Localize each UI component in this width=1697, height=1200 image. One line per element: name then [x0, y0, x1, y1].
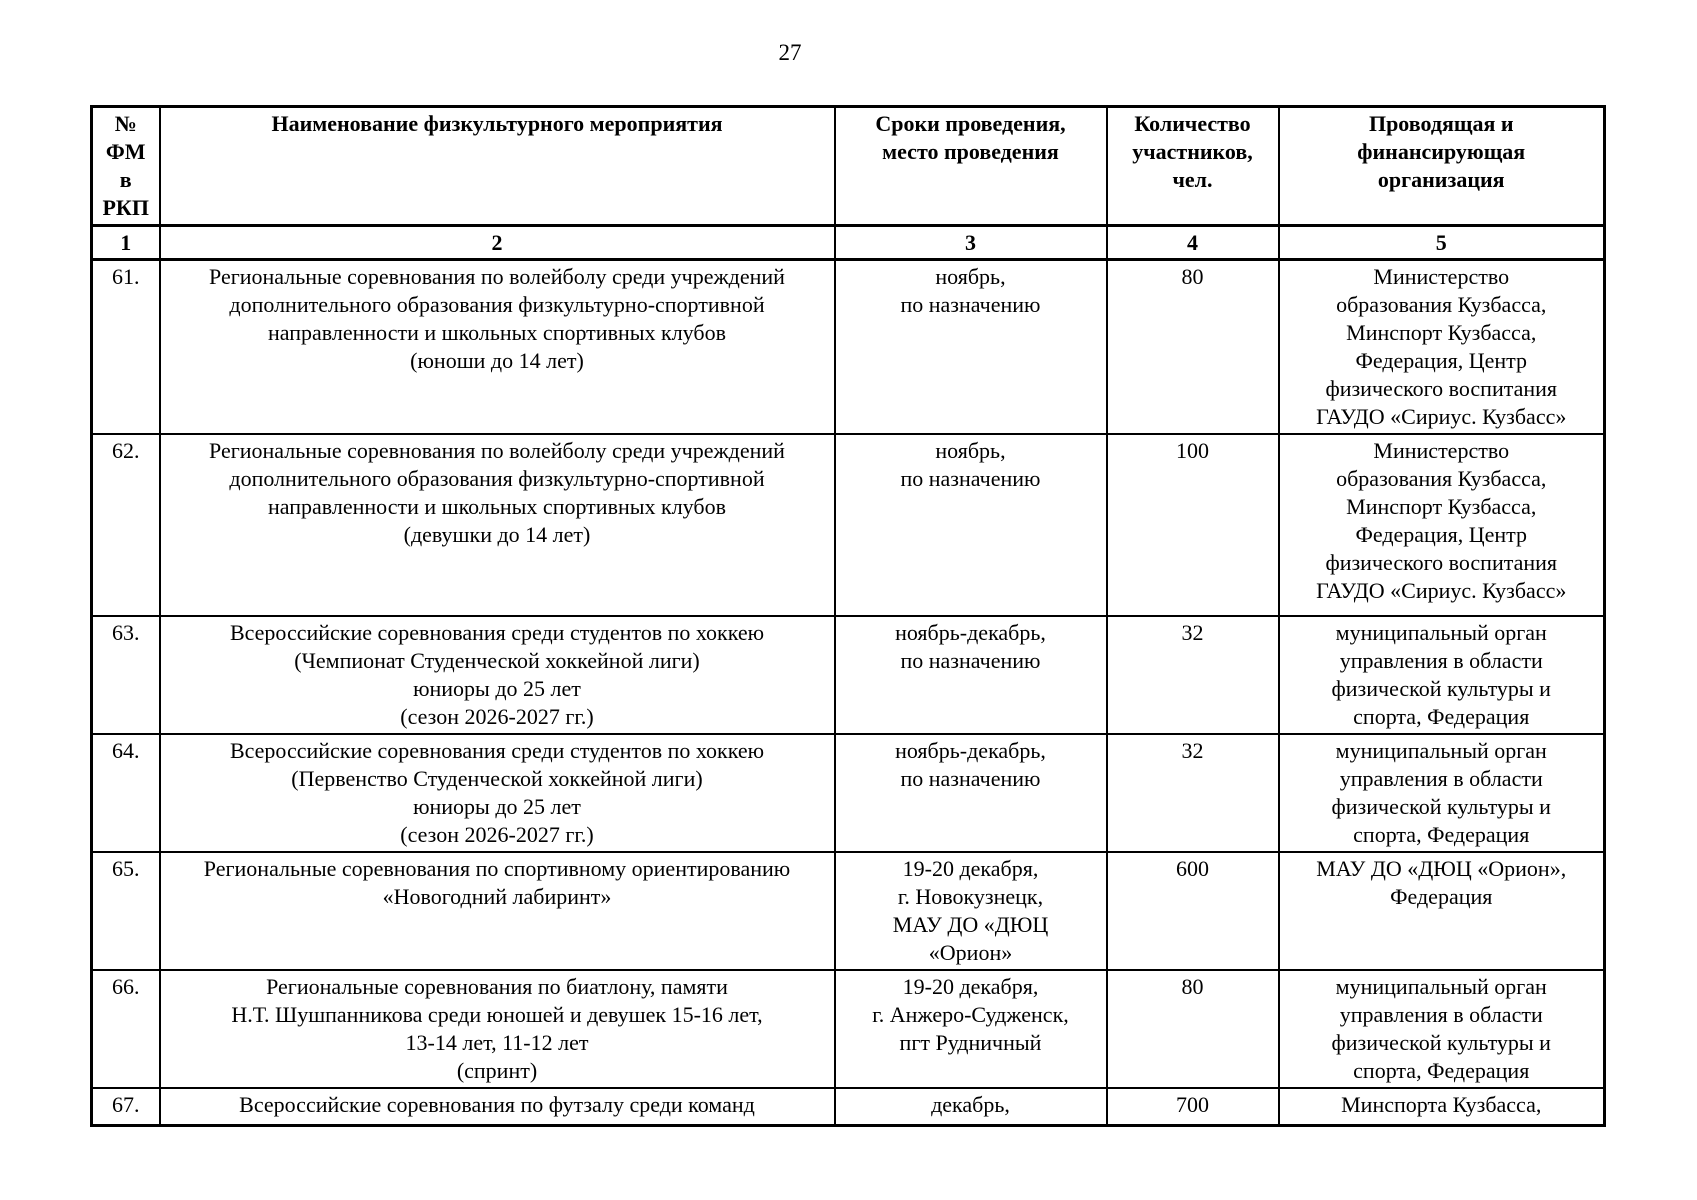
cell-organization: муниципальный орган управления в области… [1277, 615, 1606, 735]
cell-row-number: 66. [90, 969, 161, 1089]
cell-row-number: 63. [90, 615, 161, 735]
header-cell-date-place: Сроки проведения, место проведения [833, 105, 1108, 227]
cell-event-name: Всероссийские соревнования по футзалу ср… [158, 1087, 836, 1126]
cell-event-name: Всероссийские соревнования среди студент… [158, 733, 836, 853]
cell-participants: 80 [1105, 969, 1280, 1089]
table-row: 65. Региональные соревнования по спортив… [90, 851, 1606, 971]
cell-participants: 600 [1105, 851, 1280, 971]
column-number-4: 4 [1105, 224, 1280, 261]
cell-event-name: Региональные соревнования по волейболу с… [158, 433, 836, 617]
cell-date-place: ноябрь-декабрь, по назначению [833, 733, 1108, 853]
cell-date-place: ноябрь, по назначению [833, 258, 1108, 435]
cell-row-number: 62. [90, 433, 161, 617]
header-cell-name: Наименование физкультурного мероприятия [158, 105, 836, 227]
cell-date-place: декабрь, [833, 1087, 1108, 1126]
cell-organization: МАУ ДО «ДЮЦ «Орион», Федерация [1277, 851, 1606, 971]
cell-row-number: 65. [90, 851, 161, 971]
cell-participants: 32 [1105, 615, 1280, 735]
cell-row-number: 67. [90, 1087, 161, 1126]
cell-date-place: ноябрь-декабрь, по назначению [833, 615, 1108, 735]
table-row: 63. Всероссийские соревнования среди сту… [90, 615, 1606, 735]
cell-date-place: 19-20 декабря, г. Анжеро-Судженск, пгт Р… [833, 969, 1108, 1089]
cell-participants: 700 [1105, 1087, 1280, 1126]
cell-participants: 32 [1105, 733, 1280, 853]
cell-event-name: Региональные соревнования по волейболу с… [158, 258, 836, 435]
column-numbers-row: 1 2 3 4 5 [90, 224, 1606, 261]
cell-organization: Министерство образования Кузбасса, Минсп… [1277, 433, 1606, 617]
cell-participants: 80 [1105, 258, 1280, 435]
column-number-2: 2 [158, 224, 836, 261]
header-cell-num: № ФМ в РКП [90, 105, 161, 227]
cell-participants: 100 [1105, 433, 1280, 617]
header-cell-organization: Проводящая и финансирующая организация [1277, 105, 1606, 227]
column-number-5: 5 [1277, 224, 1606, 261]
table-row: 66. Региональные соревнования по биатлон… [90, 969, 1606, 1089]
page-number: 27 [778, 40, 802, 65]
cell-organization: Минспорта Кузбасса, [1277, 1087, 1606, 1126]
events-table: № ФМ в РКП Наименование физкультурного м… [90, 105, 1606, 1127]
cell-row-number: 61. [90, 258, 161, 435]
table-row: 61. Региональные соревнования по волейбо… [90, 258, 1606, 435]
table-row: 67. Всероссийские соревнования по футзал… [90, 1087, 1606, 1126]
cell-event-name: Всероссийские соревнования среди студент… [158, 615, 836, 735]
cell-event-name: Региональные соревнования по спортивному… [158, 851, 836, 971]
column-number-3: 3 [833, 224, 1108, 261]
cell-date-place: 19-20 декабря, г. Новокузнецк, МАУ ДО «Д… [833, 851, 1108, 971]
cell-organization: муниципальный орган управления в области… [1277, 969, 1606, 1089]
table-row: 62. Региональные соревнования по волейбо… [90, 433, 1606, 617]
cell-event-name: Региональные соревнования по биатлону, п… [158, 969, 836, 1089]
table-header-row: № ФМ в РКП Наименование физкультурного м… [90, 105, 1606, 227]
column-number-1: 1 [90, 224, 161, 261]
cell-date-place: ноябрь, по назначению [833, 433, 1108, 617]
table-row: 64. Всероссийские соревнования среди сту… [90, 733, 1606, 853]
header-cell-participants: Количество участников, чел. [1105, 105, 1280, 227]
cell-organization: Министерство образования Кузбасса, Минсп… [1277, 258, 1606, 435]
cell-row-number: 64. [90, 733, 161, 853]
cell-organization: муниципальный орган управления в области… [1277, 733, 1606, 853]
